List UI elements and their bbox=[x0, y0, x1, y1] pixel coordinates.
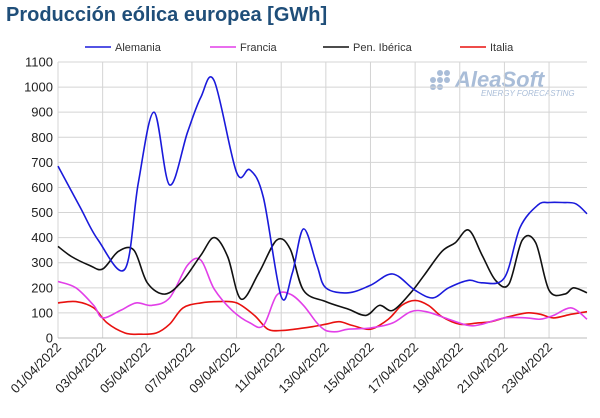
svg-text:AleaSoft: AleaSoft bbox=[454, 67, 546, 92]
y-tick-label: 600 bbox=[31, 180, 53, 195]
legend-label: Pen. Ibérica bbox=[353, 42, 413, 54]
series-line-francia bbox=[57, 257, 588, 333]
y-tick-label: 800 bbox=[31, 130, 53, 145]
y-tick-label: 300 bbox=[31, 255, 53, 270]
aleasoft-logo: AleaSoft ENERGY FORECASTING bbox=[430, 67, 575, 98]
series-line-pen-ib-rica bbox=[57, 229, 588, 317]
legend-label: Francia bbox=[240, 42, 278, 54]
chart-title: Producción eólica europea [GWh] bbox=[6, 4, 328, 26]
y-tick-label: 900 bbox=[31, 105, 53, 120]
y-tick-label: 400 bbox=[31, 230, 53, 245]
y-tick-label: 700 bbox=[31, 155, 53, 170]
y-tick-label: 500 bbox=[31, 205, 53, 220]
legend-label: Alemania bbox=[115, 42, 162, 54]
legend-label: Italia bbox=[490, 42, 514, 54]
series-lines bbox=[57, 76, 588, 336]
y-axis: 0 100 200 300 400 500 600 700 800 900 1000 1100 bbox=[24, 55, 53, 346]
chart-grid bbox=[57, 61, 587, 339]
series-line-alemania bbox=[57, 76, 588, 301]
y-tick-label: 0 bbox=[46, 331, 53, 346]
y-tick-label: 200 bbox=[31, 280, 53, 295]
x-axis: 01/04/202203/04/202205/04/202207/04/2022… bbox=[7, 340, 555, 397]
y-tick-label: 1000 bbox=[24, 80, 53, 95]
legend: Alemania Francia Pen. Ibérica Italia bbox=[85, 42, 514, 54]
y-tick-label: 1100 bbox=[25, 55, 53, 70]
svg-text:ENERGY FORECASTING: ENERGY FORECASTING bbox=[481, 89, 575, 98]
y-tick-label: 100 bbox=[31, 305, 53, 320]
